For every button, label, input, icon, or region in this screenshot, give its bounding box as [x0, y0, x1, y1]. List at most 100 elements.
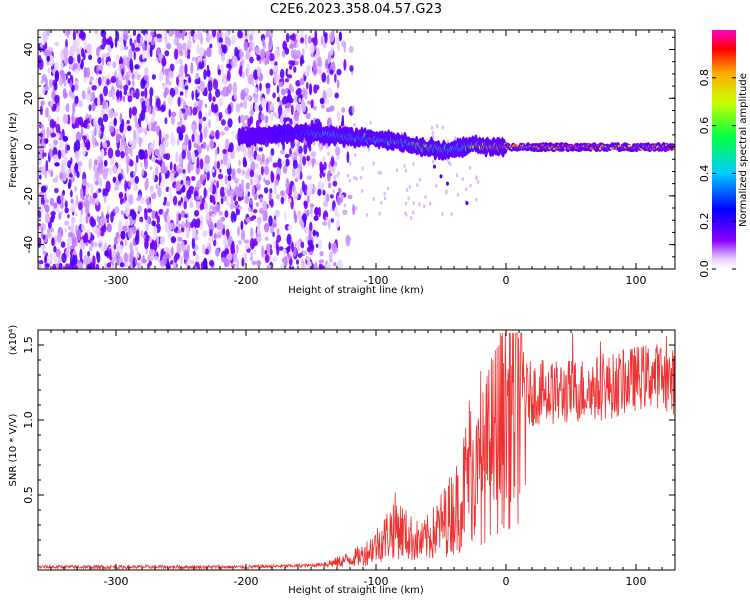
noise-blob [325, 193, 330, 203]
noise-blob [118, 164, 122, 175]
noise-blob [265, 179, 271, 186]
noise-blob [431, 130, 434, 135]
noise-blob [191, 176, 196, 181]
noise-blob [195, 253, 199, 263]
noise-blob [80, 209, 84, 216]
noise-blob [249, 56, 254, 64]
noise-blob [184, 50, 188, 58]
noise-blob [66, 30, 71, 36]
noise-blob [145, 105, 150, 113]
noise-blob [208, 242, 212, 254]
noise-blob [96, 198, 99, 206]
noise-blob [47, 228, 51, 234]
noise-blob [98, 70, 102, 75]
noise-blob [232, 83, 238, 94]
noise-blob [48, 78, 54, 88]
noise-blob [300, 37, 304, 44]
noise-blob [40, 195, 45, 206]
noise-blob [202, 141, 207, 150]
noise-blob [47, 67, 51, 74]
noise-blob [283, 117, 287, 124]
noise-blob [43, 152, 47, 157]
noise-blob [291, 242, 294, 253]
noise-blob [158, 172, 162, 184]
noise-blob [216, 160, 220, 170]
noise-blob [238, 159, 241, 167]
noise-blob [293, 66, 297, 73]
noise-blob [82, 135, 87, 141]
noise-blob [237, 226, 240, 237]
noise-blob [163, 140, 169, 148]
noise-blob [106, 39, 112, 46]
noise-blob [231, 248, 236, 254]
noise-blob [353, 175, 356, 180]
noise-blob [44, 168, 47, 179]
noise-blob [166, 213, 170, 226]
noise-blob [475, 176, 478, 181]
noise-blob [41, 242, 45, 252]
noise-blob [131, 210, 137, 221]
noise-blob [178, 200, 182, 206]
noise-blob [74, 150, 80, 160]
noise-blob [306, 260, 312, 269]
noise-blob [154, 148, 160, 157]
noise-blob [152, 170, 155, 182]
noise-blob [216, 234, 222, 239]
noise-blob [145, 234, 151, 242]
noise-blob [367, 147, 371, 152]
noise-blob [211, 183, 216, 195]
noise-blob [226, 187, 231, 197]
noise-blob [265, 157, 270, 166]
noise-blob [407, 196, 410, 201]
noise-blob [191, 133, 195, 143]
noise-blob [319, 141, 322, 153]
noise-blob [184, 63, 188, 76]
noise-blob [161, 166, 168, 174]
noise-blob [170, 111, 177, 118]
noise-blob [181, 186, 185, 193]
noise-blob [300, 241, 305, 249]
noise-blob [60, 149, 66, 159]
noise-blob [202, 30, 206, 33]
noise-blob [249, 169, 255, 178]
noise-blob [162, 210, 165, 217]
noise-blob [70, 189, 73, 198]
noise-blob [145, 98, 150, 108]
snr-scale-note: (x10⁴) [8, 325, 19, 356]
noise-blob [40, 100, 45, 106]
noise-blob [107, 204, 110, 214]
noise-blob [369, 120, 372, 125]
colorbar-tick-label: 0.2 [698, 212, 711, 230]
noise-blob [325, 216, 328, 221]
noise-blob [304, 33, 308, 45]
noise-blob [254, 163, 259, 170]
noise-blob [279, 81, 284, 88]
noise-blob [245, 67, 249, 77]
noise-blob [61, 252, 67, 264]
noise-blob [240, 220, 244, 231]
noise-blob [223, 194, 228, 202]
noise-blob [276, 228, 280, 235]
noise-blob [44, 255, 47, 264]
noise-blob [222, 149, 227, 154]
noise-blob [194, 186, 200, 191]
noise-blob [349, 65, 354, 72]
noise-blob [172, 195, 178, 206]
noise-blob [101, 55, 105, 66]
noise-blob [132, 257, 136, 269]
noise-blob [288, 83, 293, 92]
noise-blob [168, 30, 174, 37]
noise-blob [180, 117, 183, 124]
noise-blob [144, 87, 148, 99]
noise-blob [155, 183, 159, 190]
noise-blob [54, 41, 60, 46]
noise-blob [86, 263, 92, 269]
noise-blob [334, 206, 339, 217]
noise-blob [318, 263, 322, 269]
y-tick-label: 1.5 [22, 336, 35, 354]
noise-blob [72, 202, 76, 212]
noise-blob [74, 162, 79, 174]
noise-blob [306, 256, 311, 262]
noise-blob [348, 45, 354, 53]
noise-blob [325, 262, 332, 269]
